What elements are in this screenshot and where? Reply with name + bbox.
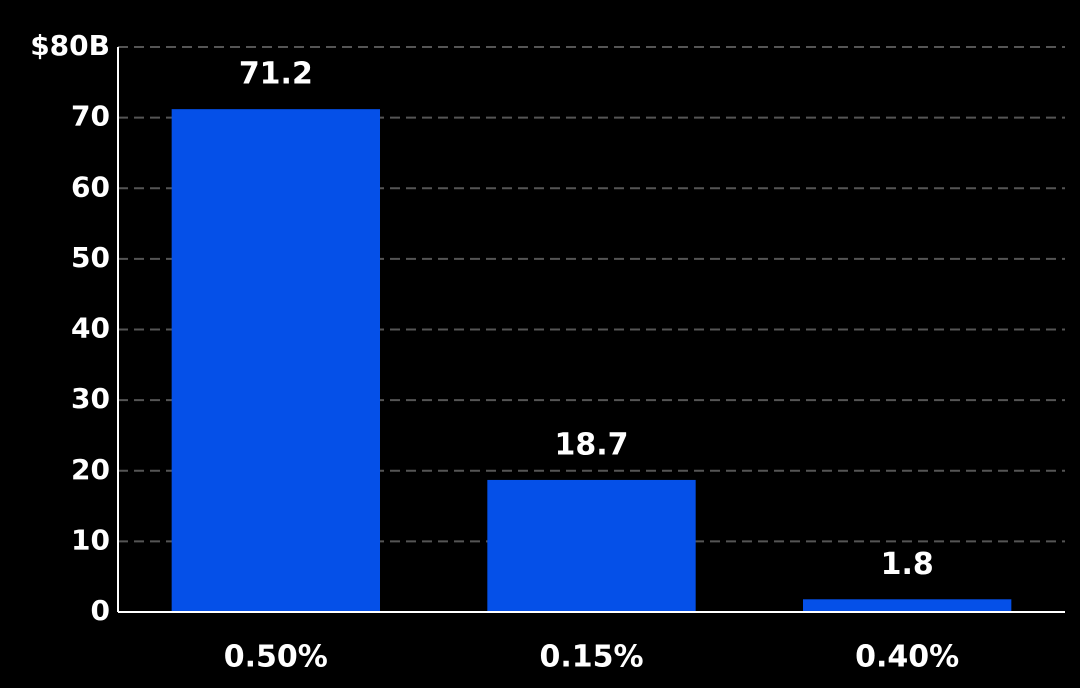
- y-tick-label: $80B: [30, 29, 110, 62]
- bar: [487, 479, 696, 612]
- x-tick-label: 0.40%: [855, 640, 959, 675]
- bar: [171, 109, 381, 613]
- y-tick-label: 0: [91, 594, 110, 627]
- y-tick-label: 60: [71, 170, 110, 203]
- y-tick-label: 40: [71, 312, 110, 345]
- y-tick-label: 10: [71, 523, 110, 556]
- value-label: 71.2: [239, 57, 313, 92]
- value-label: 18.7: [554, 427, 628, 462]
- y-tick-label: 20: [71, 453, 110, 486]
- value-label: 1.8: [881, 547, 934, 582]
- y-tick-label: 30: [71, 382, 110, 415]
- y-tick-label: 70: [71, 100, 110, 133]
- x-tick-label: 0.50%: [224, 640, 328, 675]
- x-tick-label: 0.15%: [539, 640, 643, 675]
- y-tick-label: 50: [71, 241, 110, 274]
- bar: [802, 599, 1012, 612]
